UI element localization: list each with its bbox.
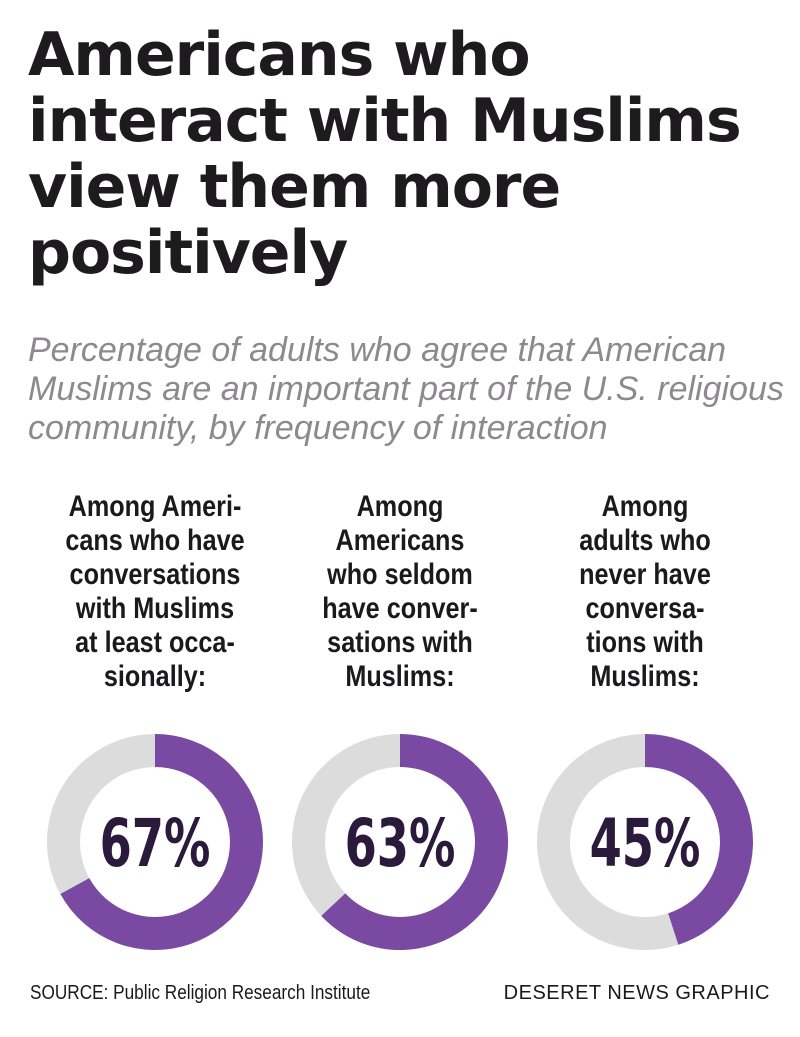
chart-subtitle: Percentage of adults who agree that Amer…: [28, 331, 784, 447]
donut-value-label-0: 67%: [100, 805, 211, 882]
column-label-seldom: Among Americans who seldom have conver- …: [322, 490, 478, 693]
donut-value-arc-1: [321, 734, 508, 950]
chart-title: Americans who interact with Muslims view…: [28, 20, 742, 288]
donut-charts: 67% 63% 45%: [47, 734, 754, 950]
donut-value-arc-2: [645, 734, 754, 945]
donut-value-label-1: 63%: [345, 805, 456, 882]
graphic-credit: DESERET NEWS GRAPHIC: [503, 982, 770, 1004]
column-label-never: Among adults who never have conversa- ti…: [579, 490, 711, 693]
column-label-occasionally: Among Ameri- cans who have conversations…: [65, 490, 245, 693]
donut-value-label-2: 45%: [590, 805, 701, 882]
source-note: SOURCE: Public Religion Research Institu…: [30, 982, 371, 1004]
donut-value-arc-0: [60, 734, 263, 950]
